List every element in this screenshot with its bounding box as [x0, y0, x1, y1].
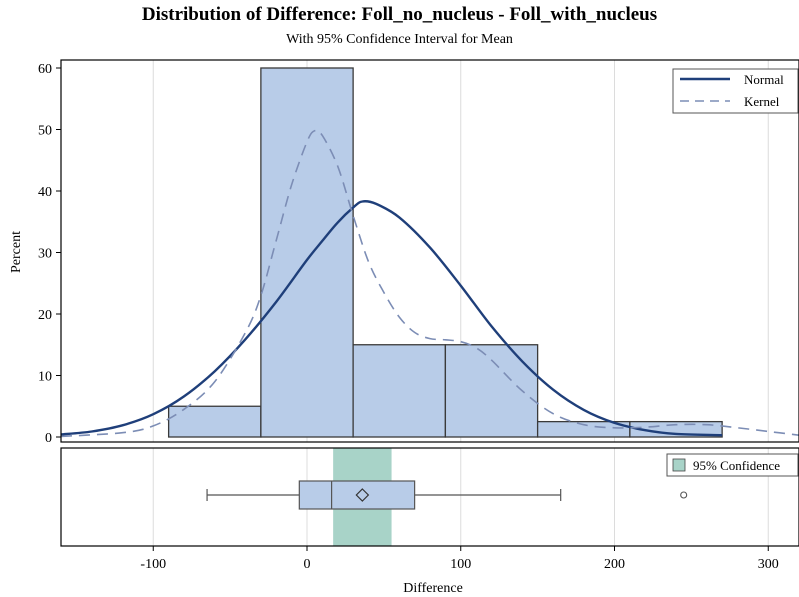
legend-ci-label: 95% Confidence: [693, 458, 780, 473]
y-tick-label: 40: [38, 185, 52, 200]
density-legend: Normal Kernel: [673, 69, 798, 113]
y-tick-label: 20: [38, 308, 52, 323]
legend-kernel-label: Kernel: [744, 94, 780, 109]
y-axis: 0 10 20 30 40 50 60: [38, 62, 61, 446]
y-tick-label: 0: [45, 431, 52, 446]
x-axis-label: Difference: [403, 581, 463, 596]
x-tick-label: 300: [758, 557, 779, 572]
y-tick-label: 60: [38, 62, 52, 77]
y-tick-label: 30: [38, 247, 52, 262]
x-tick-label: 100: [450, 557, 471, 572]
legend-ci-swatch: [673, 459, 685, 471]
y-axis-label: Percent: [9, 231, 24, 273]
y-tick-label: 50: [38, 124, 52, 139]
x-tick-label: -100: [140, 557, 166, 572]
legend-normal-label: Normal: [744, 72, 784, 87]
x-tick-label: 0: [304, 557, 311, 572]
x-axis: -100 0 100 200 300: [140, 546, 778, 572]
histogram-bar: [353, 345, 445, 437]
histogram-bar: [261, 68, 353, 437]
x-tick-label: 200: [604, 557, 625, 572]
outlier-point: [681, 492, 687, 498]
histogram-bar: [445, 345, 537, 437]
confidence-legend: 95% Confidence: [667, 454, 798, 476]
y-tick-label: 10: [38, 370, 52, 385]
histogram-bars: [169, 68, 723, 437]
